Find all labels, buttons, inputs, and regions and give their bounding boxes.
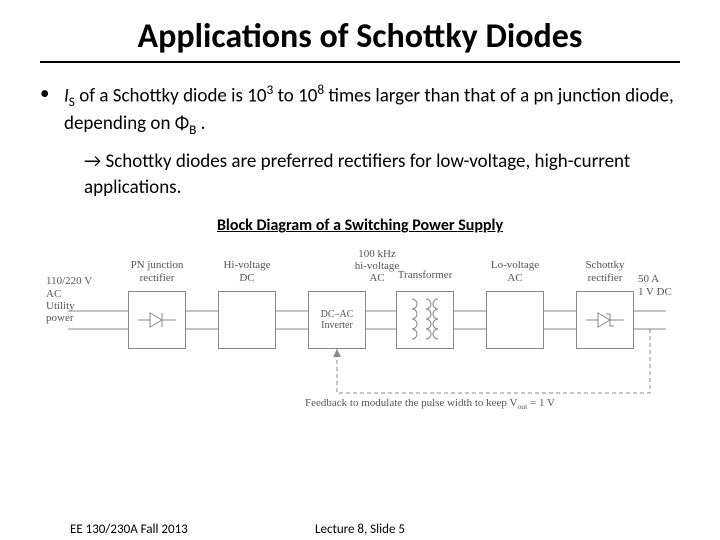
sub-bullet: → Schottky diodes are preferred rectifie… (40, 149, 680, 200)
b1-c: to 10 (273, 85, 317, 108)
block-lv-ac (486, 291, 544, 349)
block-diagram: DC–ACInverter PN junctionrectifier Hi-vo… (50, 241, 670, 431)
inverter-label: DC–ACInverter (309, 309, 365, 331)
bullet-1: • IS of a Schottky diode is 103 to 108 t… (40, 81, 680, 139)
lbl-utility: 110/220 VACUtilitypower (46, 275, 106, 323)
lbl-hvdc: Hi-voltageDC (202, 259, 292, 283)
fb-b: = 1 V (527, 397, 555, 409)
lbl-output: 50 A1 V DC (638, 273, 698, 297)
block-transformer (396, 291, 454, 349)
lbl-pn: PN junctionrectifier (112, 259, 202, 283)
bullet-dot: • (40, 81, 64, 139)
arrow-icon: → (84, 150, 101, 173)
slide-title: Applications of Schottky Diodes (40, 18, 680, 63)
lbl-xfmr: Transformer (380, 269, 470, 281)
b1-e: . (196, 112, 205, 135)
block-schottky (576, 291, 634, 349)
b1-b: of a Schottky diode is 10 (75, 85, 267, 108)
block-hv-dc (218, 291, 276, 349)
fb-a: Feedback to modulate the pulse width to … (305, 397, 517, 409)
block-pn-rectifier (128, 291, 186, 349)
lbl-feedback: Feedback to modulate the pulse width to … (250, 397, 610, 412)
diagram-title: Block Diagram of a Switching Power Suppl… (40, 216, 680, 235)
sub-text: Schottky diodes are preferred rectifiers… (84, 150, 630, 199)
footer-center: Lecture 8, Slide 5 (0, 522, 720, 537)
lbl-sch: Schottkyrectifier (560, 259, 650, 283)
fb-sub: out (517, 403, 527, 412)
lbl-lvac: Lo-voltageAC (470, 259, 560, 283)
bullet-1-text: IS of a Schottky diode is 103 to 108 tim… (64, 81, 680, 139)
block-inverter: DC–ACInverter (308, 291, 366, 349)
